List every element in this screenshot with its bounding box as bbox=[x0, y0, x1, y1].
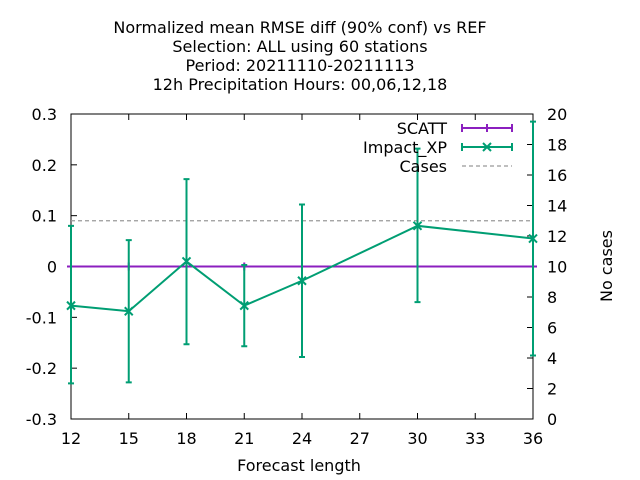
x-tick-label: 27 bbox=[350, 429, 370, 448]
y2-tick-label: 2 bbox=[547, 380, 557, 399]
y-tick-label: -0.2 bbox=[26, 359, 57, 378]
series-layer bbox=[66, 120, 538, 385]
y-tick-label: 0.2 bbox=[32, 156, 57, 175]
x-tick-label: 24 bbox=[292, 429, 312, 448]
x-axis: 12 15 18 21 24 27 30 33 36 bbox=[61, 114, 543, 448]
chart-title: Normalized mean RMSE diff (90% conf) vs … bbox=[113, 18, 486, 94]
impact-point bbox=[124, 306, 134, 316]
y-tick-label: 0.3 bbox=[32, 105, 57, 124]
y2-tick-label: 20 bbox=[547, 105, 567, 124]
legend-label: SCATT bbox=[397, 119, 448, 138]
title-line-4: 12h Precipitation Hours: 00,06,12,18 bbox=[153, 75, 448, 94]
impact-point bbox=[297, 276, 307, 286]
y2-tick-label: 0 bbox=[547, 410, 557, 429]
y-tick-label: 0 bbox=[47, 258, 57, 277]
impact-point bbox=[181, 256, 192, 267]
impact-point bbox=[66, 300, 76, 311]
title-line-1: Normalized mean RMSE diff (90% conf) vs … bbox=[113, 18, 486, 37]
x-tick-label: 21 bbox=[234, 429, 254, 448]
legend-marker bbox=[482, 142, 492, 152]
x-tick-label: 36 bbox=[523, 429, 543, 448]
y-tick-label: -0.1 bbox=[26, 308, 57, 327]
legend-label: Cases bbox=[400, 157, 448, 176]
x-axis-title: Forecast length bbox=[237, 456, 361, 475]
title-line-2: Selection: ALL using 60 stations bbox=[172, 37, 427, 56]
y-tick-label: 0.1 bbox=[32, 207, 57, 226]
y2-tick-label: 12 bbox=[547, 227, 567, 246]
impact-point bbox=[412, 221, 423, 231]
title-line-3: Period: 20211110-20211113 bbox=[185, 56, 414, 75]
impact-point bbox=[528, 233, 538, 244]
impact-point bbox=[239, 300, 249, 311]
y2-tick-label: 8 bbox=[547, 288, 557, 307]
y2-axis-title: No cases bbox=[597, 230, 616, 302]
y2-axis: 0 2 4 6 8 10 12 14 16 18 20 bbox=[527, 105, 567, 429]
y2-tick-label: 18 bbox=[547, 136, 567, 155]
x-tick-label: 15 bbox=[119, 429, 139, 448]
y2-tick-label: 4 bbox=[547, 349, 557, 368]
y2-tick-label: 14 bbox=[547, 197, 567, 216]
y-axis: -0.3 -0.2 -0.1 0 0.1 0.2 0.3 bbox=[26, 105, 77, 429]
y2-tick-label: 6 bbox=[547, 319, 557, 338]
legend-label: Impact_XP bbox=[363, 138, 447, 158]
x-tick-label: 30 bbox=[407, 429, 427, 448]
y-tick-label: -0.3 bbox=[26, 410, 57, 429]
y2-tick-label: 16 bbox=[547, 166, 567, 185]
y2-tick-label: 10 bbox=[547, 258, 567, 277]
x-tick-label: 12 bbox=[61, 429, 81, 448]
x-tick-label: 18 bbox=[176, 429, 196, 448]
x-tick-label: 33 bbox=[465, 429, 485, 448]
